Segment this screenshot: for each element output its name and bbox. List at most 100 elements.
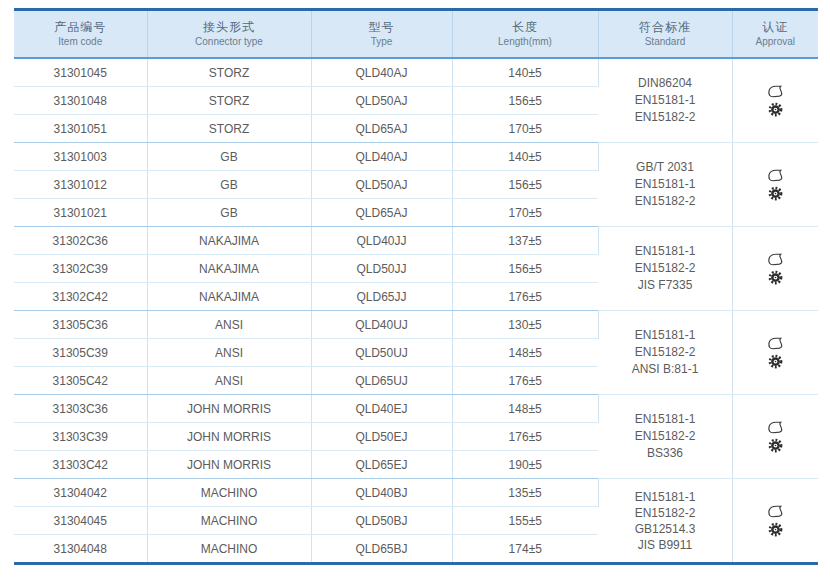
cell-connector-type: JOHN MORRIS bbox=[147, 423, 311, 451]
cell-type: QLD65AJ bbox=[311, 115, 452, 143]
standard-line: EN15182-2 bbox=[599, 505, 732, 521]
cell-type: QLD50EJ bbox=[311, 423, 452, 451]
cell-item-code: 31302C42 bbox=[14, 283, 147, 311]
standard-line: EN15182-2 bbox=[599, 344, 732, 361]
standard-line: JIS F7335 bbox=[599, 277, 732, 294]
standard-line: EN15181-1 bbox=[599, 327, 732, 344]
col-header-connector-type-en: Connector type bbox=[148, 36, 311, 48]
standard-line: ANSI B:81-1 bbox=[599, 361, 732, 378]
cell-connector-type: ANSI bbox=[147, 311, 311, 339]
cell-item-code: 31301021 bbox=[14, 199, 147, 227]
table-header: 产品编号 Item code 接头形式 Connector type 型号 Ty… bbox=[14, 10, 818, 59]
cell-item-code: 31303C36 bbox=[14, 395, 147, 423]
cell-connector-type: MACHINO bbox=[147, 479, 311, 507]
standard-line: EN15182-2 bbox=[599, 109, 732, 126]
cell-connector-type: STORZ bbox=[147, 115, 311, 143]
cell-length: 130±5 bbox=[452, 311, 598, 339]
cell-connector-type: GB bbox=[147, 143, 311, 171]
standard-line: GB/T 2031 bbox=[599, 159, 732, 176]
certification-seal-icon bbox=[767, 186, 784, 201]
col-header-approval-zh: 认证 bbox=[733, 20, 819, 34]
certification-stamp-icon bbox=[767, 336, 784, 351]
col-header-standard-zh: 符合标准 bbox=[599, 20, 732, 34]
cell-type: QLD65EJ bbox=[311, 451, 452, 479]
certification-stamp-icon bbox=[767, 252, 784, 267]
cell-length: 156±5 bbox=[452, 87, 598, 115]
cell-length: 155±5 bbox=[452, 507, 598, 535]
cell-connector-type: GB bbox=[147, 199, 311, 227]
cell-item-code: 31304048 bbox=[14, 535, 147, 564]
cell-type: QLD40JJ bbox=[311, 227, 452, 255]
col-header-standard-en: Standard bbox=[599, 36, 732, 48]
table-row: 31301045 STORZ QLD40AJ 140±5 DIN86204 EN… bbox=[14, 58, 818, 87]
cell-type: QLD50BJ bbox=[311, 507, 452, 535]
cell-length: 170±5 bbox=[452, 199, 598, 227]
cell-length: 176±5 bbox=[452, 423, 598, 451]
standard-line: DIN86204 bbox=[599, 75, 732, 92]
cell-standard-group: EN15181-1 EN15182-2 ANSI B:81-1 bbox=[598, 311, 732, 395]
cell-item-code: 31305C42 bbox=[14, 367, 147, 395]
cell-type: QLD50AJ bbox=[311, 87, 452, 115]
cell-item-code: 31302C36 bbox=[14, 227, 147, 255]
certification-seal-icon bbox=[767, 102, 784, 117]
cell-connector-type: MACHINO bbox=[147, 535, 311, 564]
cell-connector-type: JOHN MORRIS bbox=[147, 395, 311, 423]
standard-line: BS336 bbox=[599, 445, 732, 462]
certification-stamp-icon bbox=[767, 504, 784, 519]
cell-type: QLD65JJ bbox=[311, 283, 452, 311]
table-row: 31302C36 NAKAJIMA QLD40JJ 137±5 EN15181-… bbox=[14, 227, 818, 255]
standard-line: EN15181-1 bbox=[599, 243, 732, 260]
cell-connector-type: ANSI bbox=[147, 339, 311, 367]
standard-line: EN15181-1 bbox=[599, 176, 732, 193]
col-header-type: 型号 Type bbox=[311, 10, 452, 59]
certification-seal-icon bbox=[767, 522, 784, 537]
cell-length: 190±5 bbox=[452, 451, 598, 479]
cell-type: QLD40AJ bbox=[311, 143, 452, 171]
standard-line: EN15181-1 bbox=[599, 411, 732, 428]
cell-item-code: 31301012 bbox=[14, 171, 147, 199]
cell-type: QLD40AJ bbox=[311, 58, 452, 87]
table-row: 31305C36 ANSI QLD40UJ 130±5 EN15181-1 EN… bbox=[14, 311, 818, 339]
col-header-length-zh: 长度 bbox=[453, 20, 598, 34]
cell-connector-type: JOHN MORRIS bbox=[147, 451, 311, 479]
cell-length: 148±5 bbox=[452, 395, 598, 423]
col-header-connector-type-zh: 接头形式 bbox=[148, 20, 311, 34]
cell-item-code: 31305C39 bbox=[14, 339, 147, 367]
cell-length: 140±5 bbox=[452, 58, 598, 87]
certification-stamp-icon bbox=[767, 168, 784, 183]
table-row: 31303C36 JOHN MORRIS QLD40EJ 148±5 EN151… bbox=[14, 395, 818, 423]
cell-approval-group bbox=[732, 58, 818, 143]
cell-length: 156±5 bbox=[452, 255, 598, 283]
cell-item-code: 31304042 bbox=[14, 479, 147, 507]
cell-connector-type: NAKAJIMA bbox=[147, 283, 311, 311]
cell-length: 176±5 bbox=[452, 367, 598, 395]
cell-item-code: 31301051 bbox=[14, 115, 147, 143]
cell-type: QLD65BJ bbox=[311, 535, 452, 564]
cell-item-code: 31303C42 bbox=[14, 451, 147, 479]
table-row: 31301003 GB QLD40AJ 140±5 GB/T 2031 EN15… bbox=[14, 143, 818, 171]
cell-approval-group bbox=[732, 143, 818, 227]
cell-length: 140±5 bbox=[452, 143, 598, 171]
col-header-connector-type: 接头形式 Connector type bbox=[147, 10, 311, 59]
cell-length: 156±5 bbox=[452, 171, 598, 199]
standard-line: EN15181-1 bbox=[599, 489, 732, 505]
cell-item-code: 31305C36 bbox=[14, 311, 147, 339]
product-spec-table-wrap: 产品编号 Item code 接头形式 Connector type 型号 Ty… bbox=[14, 8, 818, 565]
col-header-approval-en: Approval bbox=[733, 36, 819, 48]
cell-type: QLD40EJ bbox=[311, 395, 452, 423]
col-header-standard: 符合标准 Standard bbox=[598, 10, 732, 59]
product-spec-table: 产品编号 Item code 接头形式 Connector type 型号 Ty… bbox=[14, 8, 818, 565]
cell-type: QLD50AJ bbox=[311, 171, 452, 199]
cell-connector-type: STORZ bbox=[147, 87, 311, 115]
cell-connector-type: MACHINO bbox=[147, 507, 311, 535]
cell-type: QLD50JJ bbox=[311, 255, 452, 283]
certification-stamp-icon bbox=[767, 84, 784, 99]
standard-line: EN15182-2 bbox=[599, 428, 732, 445]
col-header-type-zh: 型号 bbox=[312, 20, 452, 34]
cell-type: QLD40UJ bbox=[311, 311, 452, 339]
cell-connector-type: STORZ bbox=[147, 58, 311, 87]
cell-length: 137±5 bbox=[452, 227, 598, 255]
certification-stamp-icon bbox=[767, 420, 784, 435]
cell-connector-type: NAKAJIMA bbox=[147, 227, 311, 255]
cell-type: QLD40BJ bbox=[311, 479, 452, 507]
